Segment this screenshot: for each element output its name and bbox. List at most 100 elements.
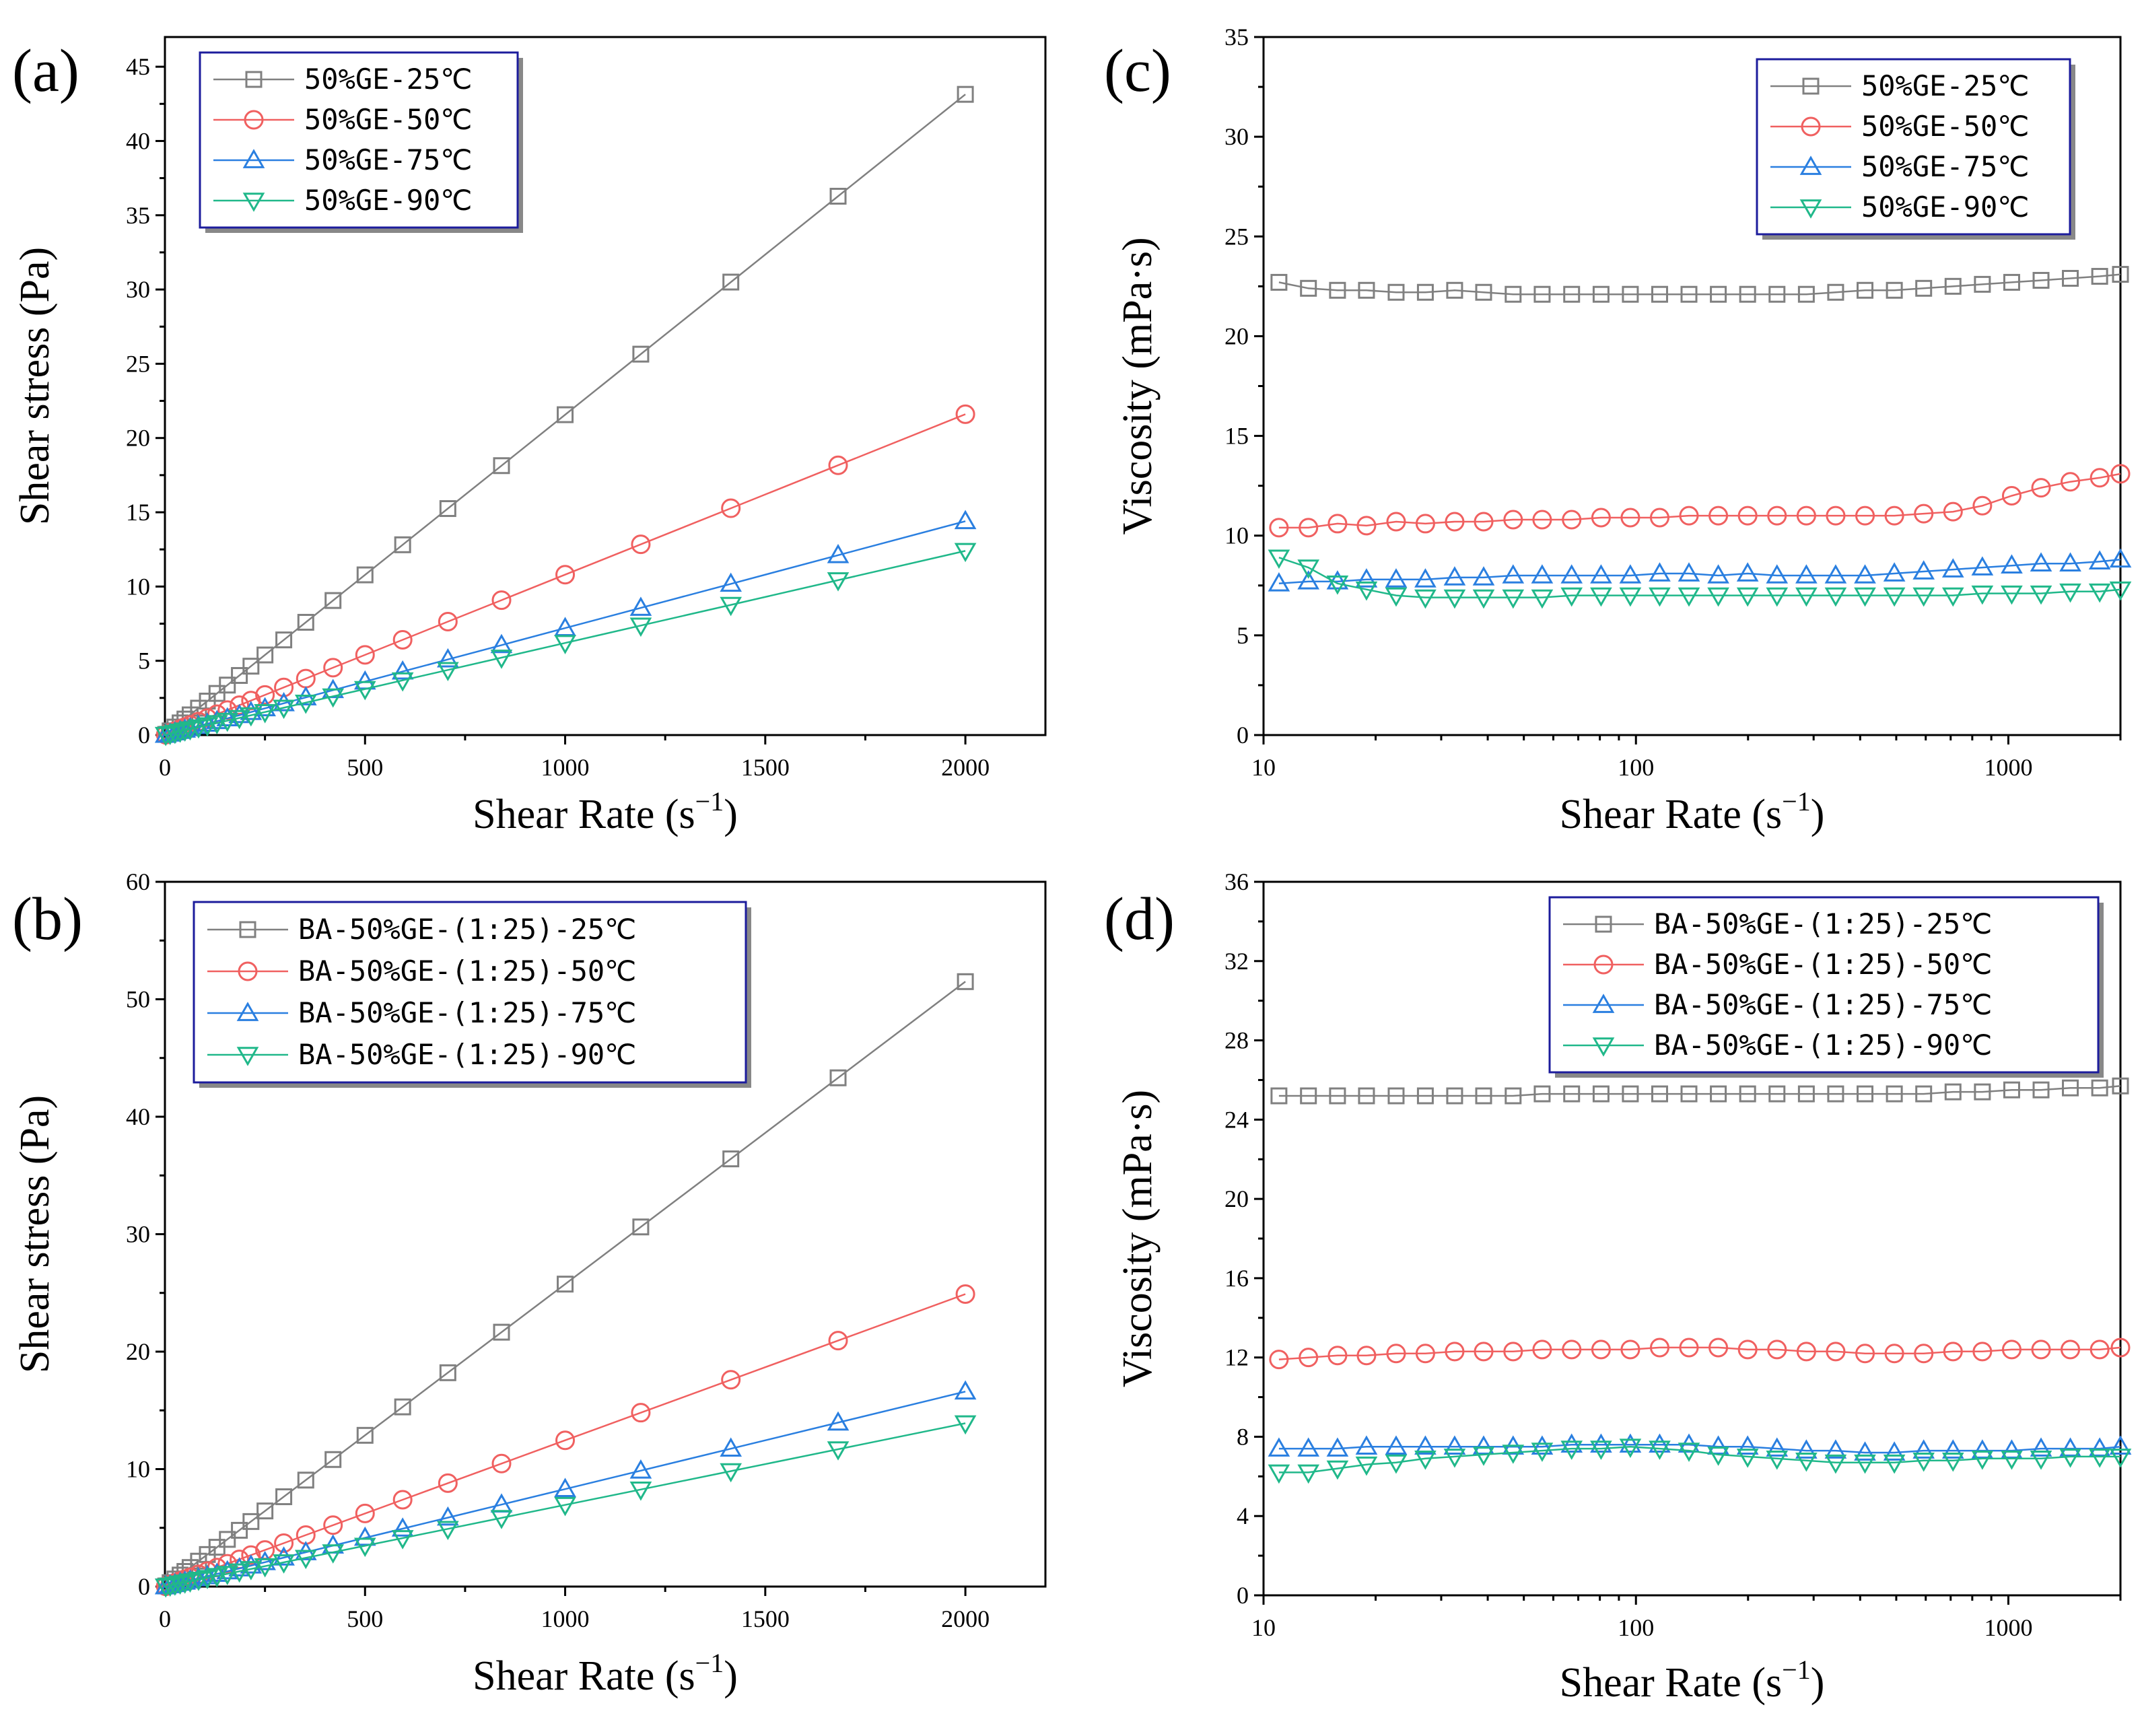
data-point xyxy=(632,345,650,363)
data-point xyxy=(827,1411,850,1431)
data-point xyxy=(629,617,652,637)
data-point xyxy=(241,1545,261,1565)
x-axis-title-main: Shear Rate (s xyxy=(1560,1660,1783,1706)
data-point xyxy=(1563,1085,1581,1103)
data-point xyxy=(1268,549,1290,569)
x-axis-title: Shear Rate (s−1) xyxy=(1560,786,1825,837)
x-axis-title: Shear Rate (s−1) xyxy=(1560,1655,1825,1706)
y-tick-label: 15 xyxy=(126,499,150,526)
data-point xyxy=(164,724,186,744)
data-point xyxy=(437,648,459,668)
data-point xyxy=(1562,510,1582,530)
data-point xyxy=(1766,587,1789,607)
data-point xyxy=(219,676,236,694)
data-point xyxy=(205,1568,228,1588)
data-point xyxy=(356,566,374,584)
x-axis-title-sup: −1 xyxy=(1782,786,1811,817)
panel-a: 0 5 10 15 20 25 30 35 40 45 0 500 1000 1500 2000 Shear … xyxy=(12,36,1047,837)
data-point xyxy=(1269,518,1289,538)
data-point xyxy=(1268,1437,1290,1457)
data-point xyxy=(828,1331,848,1351)
data-point xyxy=(1297,570,1320,590)
data-point xyxy=(1387,1087,1405,1105)
data-point xyxy=(2109,1435,2132,1455)
data-point xyxy=(722,273,740,291)
data-point xyxy=(2031,478,2051,498)
data-point xyxy=(196,1570,219,1589)
data-point xyxy=(1972,495,1993,516)
series-1 xyxy=(1270,1077,2129,1105)
y-axis-title: Viscosity (mPa·s) xyxy=(1115,237,1161,534)
data-point xyxy=(391,660,414,680)
data-point xyxy=(1533,1085,1551,1103)
data-point xyxy=(1736,587,1759,607)
data-point xyxy=(1591,508,1611,528)
data-point xyxy=(437,1521,459,1541)
series-1 xyxy=(1270,266,2129,303)
data-point xyxy=(1883,1454,1906,1474)
data-point xyxy=(1827,1085,1844,1103)
data-point xyxy=(2001,1340,2022,1360)
data-point xyxy=(1795,587,1818,607)
data-point xyxy=(1474,512,1494,532)
data-point xyxy=(1416,283,1434,301)
data-point xyxy=(392,1490,413,1510)
legend-marker xyxy=(236,1002,259,1021)
y-tick-label: 20 xyxy=(126,1338,150,1365)
y-tick-label: 0 xyxy=(138,1573,150,1600)
y-tick-label: 4 xyxy=(1237,1502,1249,1529)
data-point xyxy=(1297,1464,1320,1484)
data-point xyxy=(391,1517,414,1537)
plot-frame xyxy=(164,36,1047,736)
data-point xyxy=(174,1570,197,1590)
x-tick-label: 500 xyxy=(347,754,383,781)
data-point xyxy=(1854,587,1876,607)
data-point xyxy=(1680,285,1698,303)
x-axis-title-close: ) xyxy=(724,1653,738,1699)
data-point xyxy=(1560,1440,1583,1460)
data-point xyxy=(721,1370,741,1390)
data-point xyxy=(629,1481,652,1501)
data-point xyxy=(1710,285,1727,303)
x-tick-label: 0 xyxy=(159,754,171,781)
data-point xyxy=(1355,581,1378,601)
data-point xyxy=(254,703,276,724)
legend-marker xyxy=(242,149,265,168)
data-point xyxy=(1326,1460,1349,1480)
data-point xyxy=(954,543,977,563)
data-point xyxy=(159,726,182,745)
legend-box xyxy=(193,901,747,1084)
data-point xyxy=(1445,512,1465,532)
legend-label: 50%GE-25℃ xyxy=(304,63,472,96)
data-point xyxy=(1502,1445,1525,1464)
data-point xyxy=(1857,281,1874,299)
data-point xyxy=(557,406,574,423)
data-point xyxy=(1592,1085,1610,1103)
y-tick-label: 25 xyxy=(1224,223,1249,250)
data-point xyxy=(324,1451,342,1468)
legend-label: 50%GE-75℃ xyxy=(1861,150,2029,183)
data-point xyxy=(274,677,294,697)
data-point xyxy=(2001,485,2022,506)
data-point xyxy=(1475,283,1492,301)
data-point xyxy=(2089,468,2110,488)
data-point xyxy=(273,699,295,720)
legend: 50%GE-25℃ 50%GE-50℃ 50%GE-75℃ 50%GE-90℃ xyxy=(199,51,523,233)
data-point xyxy=(323,1515,343,1535)
x-tick-label: 10 xyxy=(1251,1614,1276,1641)
data-point xyxy=(1886,1085,1903,1103)
data-point xyxy=(1592,285,1610,303)
data-point xyxy=(1767,1340,1787,1360)
x-tick-label: 1500 xyxy=(741,1605,790,1632)
y-tick-label: 20 xyxy=(1224,322,1249,349)
data-point xyxy=(323,658,343,678)
data-point xyxy=(164,1576,186,1596)
data-point xyxy=(1385,587,1408,607)
panel-label: (d) xyxy=(1104,886,1175,952)
legend-marker xyxy=(1592,1037,1615,1057)
legend-label: 50%GE-50℃ xyxy=(1861,110,2029,143)
data-point xyxy=(1915,1085,1933,1103)
data-point xyxy=(1355,1435,1378,1455)
data-point xyxy=(1824,1454,1847,1474)
data-point xyxy=(1326,576,1349,595)
